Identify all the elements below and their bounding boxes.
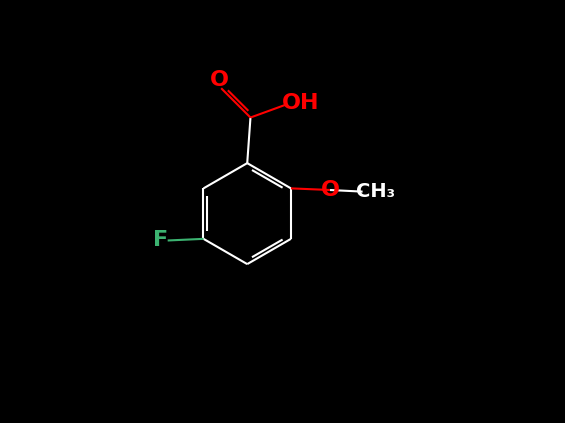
Text: CH₃: CH₃ <box>356 182 395 201</box>
Text: F: F <box>153 231 168 250</box>
Text: OH: OH <box>282 93 320 113</box>
Text: O: O <box>320 180 340 200</box>
Text: O: O <box>210 70 229 90</box>
